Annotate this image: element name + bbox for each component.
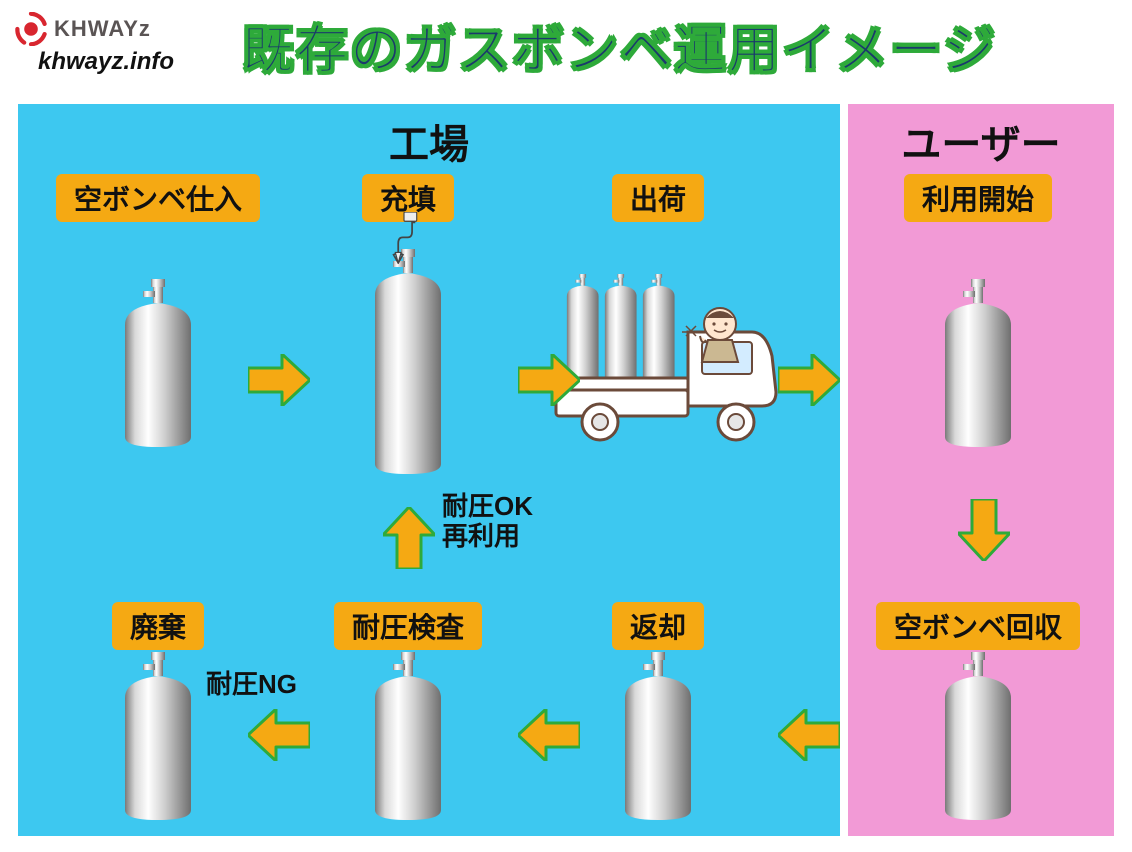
arrow-icon bbox=[383, 507, 435, 569]
panel-user-title: ユーザー bbox=[848, 112, 1114, 170]
logo-mark-icon bbox=[14, 12, 48, 46]
arrow-icon bbox=[248, 709, 310, 761]
annotation-ok: 耐圧OK再利用 bbox=[442, 492, 533, 552]
nozzle-icon bbox=[374, 212, 434, 302]
label-return: 返却 bbox=[612, 602, 704, 650]
header: KHWAYz khwayz.info 既存のガスボンベ運用イメージ bbox=[14, 8, 1118, 86]
label-discard: 廃棄 bbox=[112, 602, 204, 650]
logo: KHWAYz bbox=[14, 12, 151, 46]
label-inspect: 耐圧検査 bbox=[334, 602, 482, 650]
page-title: 既存のガスボンベ運用イメージ bbox=[242, 8, 997, 83]
label-recover: 空ボンベ回収 bbox=[876, 602, 1080, 650]
panel-factory-title: 工場 bbox=[18, 112, 840, 170]
arrow-icon bbox=[248, 354, 310, 406]
label-ship: 出荷 bbox=[612, 174, 704, 222]
annotation-ng: 耐圧NG bbox=[206, 664, 297, 701]
logo-url: khwayz.info bbox=[38, 48, 174, 76]
truck-icon bbox=[552, 274, 782, 444]
logo-text: KHWAYz bbox=[54, 16, 151, 42]
arrow-icon bbox=[518, 354, 580, 406]
label-start: 利用開始 bbox=[904, 174, 1052, 222]
arrow-icon bbox=[958, 499, 1010, 561]
arrow-icon bbox=[778, 354, 840, 406]
label-intake: 空ボンベ仕入 bbox=[56, 174, 260, 222]
diagram-stage: 工場 ユーザー 空ボンベ仕入 充填 出荷 利用開始 廃棄 耐圧検査 返却 空ボン… bbox=[18, 104, 1114, 836]
arrow-icon bbox=[778, 709, 840, 761]
arrow-icon bbox=[518, 709, 580, 761]
